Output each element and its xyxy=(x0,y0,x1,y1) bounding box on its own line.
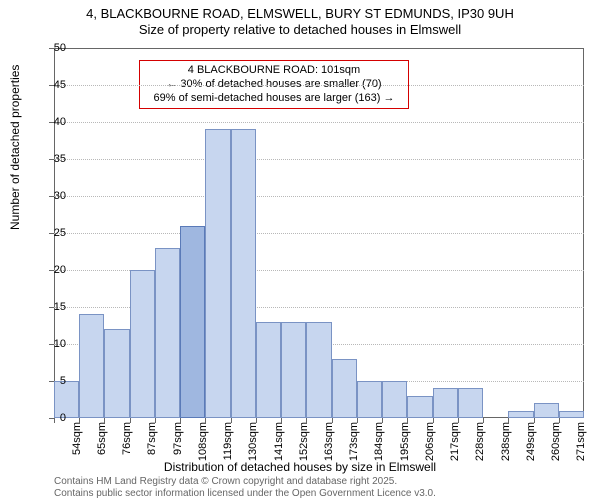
histogram-bar xyxy=(332,359,357,418)
xtick-mark xyxy=(231,418,232,423)
xtick-label: 87sqm xyxy=(146,422,158,455)
xtick-mark xyxy=(256,418,257,423)
xtick-label: 238sqm xyxy=(500,422,512,461)
xtick-mark xyxy=(306,418,307,423)
ytick-label: 5 xyxy=(36,375,66,387)
xtick-mark xyxy=(104,418,105,423)
xtick-mark xyxy=(382,418,383,423)
ytick-label: 10 xyxy=(36,338,66,350)
plot-area: 4 BLACKBOURNE ROAD: 101sqm ← 30% of deta… xyxy=(54,48,584,418)
ytick-label: 0 xyxy=(36,412,66,424)
xtick-mark xyxy=(458,418,459,423)
xtick-label: 184sqm xyxy=(373,422,385,461)
xtick-mark xyxy=(407,418,408,423)
ytick-label: 40 xyxy=(36,116,66,128)
xtick-mark xyxy=(180,418,181,423)
xtick-label: 97sqm xyxy=(172,422,184,455)
chart-container: 4, BLACKBOURNE ROAD, ELMSWELL, BURY ST E… xyxy=(0,0,600,500)
xtick-mark xyxy=(508,418,509,423)
histogram-bar xyxy=(508,411,533,418)
gridline xyxy=(54,122,584,123)
xtick-label: 65sqm xyxy=(96,422,108,455)
histogram-bar xyxy=(130,270,155,418)
histogram-bar xyxy=(231,129,256,418)
title-line-1: 4, BLACKBOURNE ROAD, ELMSWELL, BURY ST E… xyxy=(0,6,600,22)
histogram-bar xyxy=(79,314,104,418)
histogram-bar-highlight xyxy=(180,226,205,418)
xtick-mark xyxy=(433,418,434,423)
histogram-bar xyxy=(407,396,432,418)
xtick-label: 249sqm xyxy=(525,422,537,461)
histogram-bar xyxy=(458,388,483,418)
xtick-label: 260sqm xyxy=(550,422,562,461)
xtick-label: 206sqm xyxy=(424,422,436,461)
ytick-label: 20 xyxy=(36,264,66,276)
ytick-label: 35 xyxy=(36,153,66,165)
histogram-bar xyxy=(382,381,407,418)
xtick-label: 76sqm xyxy=(121,422,133,455)
gridline xyxy=(54,85,584,86)
xtick-label: 141sqm xyxy=(273,422,285,461)
xtick-label: 228sqm xyxy=(474,422,486,461)
x-axis-label: Distribution of detached houses by size … xyxy=(0,460,600,474)
callout-line-1: 4 BLACKBOURNE ROAD: 101sqm xyxy=(146,64,402,78)
xtick-label: 152sqm xyxy=(298,422,310,461)
xtick-mark xyxy=(130,418,131,423)
xtick-label: 130sqm xyxy=(247,422,259,461)
histogram-bar xyxy=(559,411,584,418)
ytick-label: 50 xyxy=(36,42,66,54)
xtick-label: 163sqm xyxy=(323,422,335,461)
gridline xyxy=(54,233,584,234)
histogram-bar xyxy=(155,248,180,418)
chart-title-area: 4, BLACKBOURNE ROAD, ELMSWELL, BURY ST E… xyxy=(0,0,600,39)
histogram-bar xyxy=(357,381,382,418)
histogram-bar xyxy=(205,129,230,418)
xtick-mark xyxy=(559,418,560,423)
histogram-bar xyxy=(281,322,306,418)
histogram-bar xyxy=(534,403,559,418)
xtick-mark xyxy=(281,418,282,423)
xtick-mark xyxy=(79,418,80,423)
footer-attribution: Contains HM Land Registry data © Crown c… xyxy=(54,476,436,499)
y-axis-label: Number of detached properties xyxy=(8,65,22,230)
histogram-bar xyxy=(104,329,129,418)
ytick-label: 25 xyxy=(36,227,66,239)
gridline xyxy=(54,159,584,160)
xtick-mark xyxy=(483,418,484,423)
histogram-bar xyxy=(433,388,458,418)
ytick-label: 15 xyxy=(36,301,66,313)
xtick-label: 271sqm xyxy=(575,422,587,461)
footer-line-2: Contains public sector information licen… xyxy=(54,488,436,500)
histogram-bar xyxy=(306,322,331,418)
xtick-label: 195sqm xyxy=(399,422,411,461)
xtick-label: 119sqm xyxy=(222,422,234,460)
ytick-label: 30 xyxy=(36,190,66,202)
gridline xyxy=(54,196,584,197)
histogram-bar xyxy=(256,322,281,418)
title-line-2: Size of property relative to detached ho… xyxy=(0,22,600,38)
xtick-mark xyxy=(534,418,535,423)
xtick-mark xyxy=(332,418,333,423)
xtick-mark xyxy=(155,418,156,423)
xtick-label: 54sqm xyxy=(71,422,83,455)
ytick-label: 45 xyxy=(36,79,66,91)
xtick-mark xyxy=(205,418,206,423)
callout-line-3: 69% of semi-detached houses are larger (… xyxy=(146,92,402,106)
xtick-label: 108sqm xyxy=(197,422,209,461)
footer-line-1: Contains HM Land Registry data © Crown c… xyxy=(54,476,436,488)
xtick-label: 217sqm xyxy=(449,422,461,461)
xtick-label: 173sqm xyxy=(348,422,360,461)
xtick-mark xyxy=(357,418,358,423)
